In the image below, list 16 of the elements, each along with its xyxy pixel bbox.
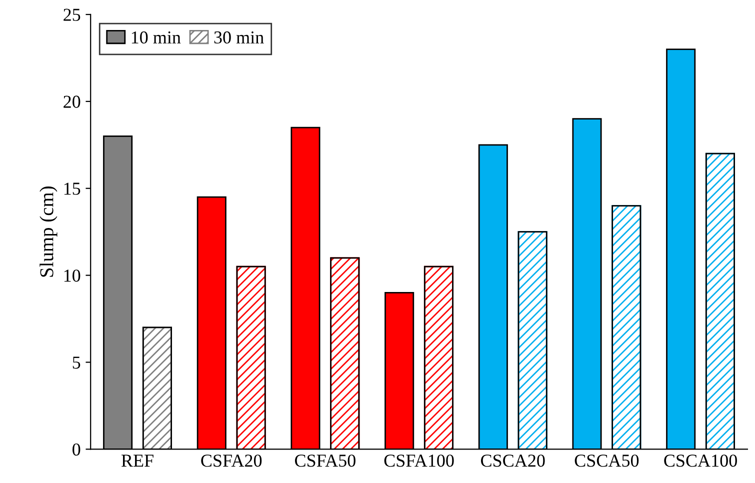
x-tick-label: CSFA20: [201, 454, 262, 467]
y-tick-label: 15: [64, 182, 80, 195]
y-tick-label: 0: [72, 443, 80, 456]
legend-label: 10 min: [132, 31, 181, 44]
legend-label: 30 min: [214, 31, 264, 44]
x-tick-label: CSCA20: [480, 454, 545, 467]
x-tick-label: REF: [121, 454, 154, 467]
y-axis-title: Slump (cm): [40, 186, 58, 277]
x-tick-label: CSCA100: [664, 454, 737, 467]
y-tick-label: 20: [64, 96, 80, 108]
x-tick-label: CSFA50: [294, 454, 356, 467]
y-tick-label: 10: [64, 270, 80, 282]
y-tick-label: 5: [72, 356, 80, 369]
y-tick-label: 25: [64, 8, 80, 21]
x-tick-label: CSCA50: [574, 454, 639, 467]
x-tick-label: CSFA100: [384, 454, 454, 467]
